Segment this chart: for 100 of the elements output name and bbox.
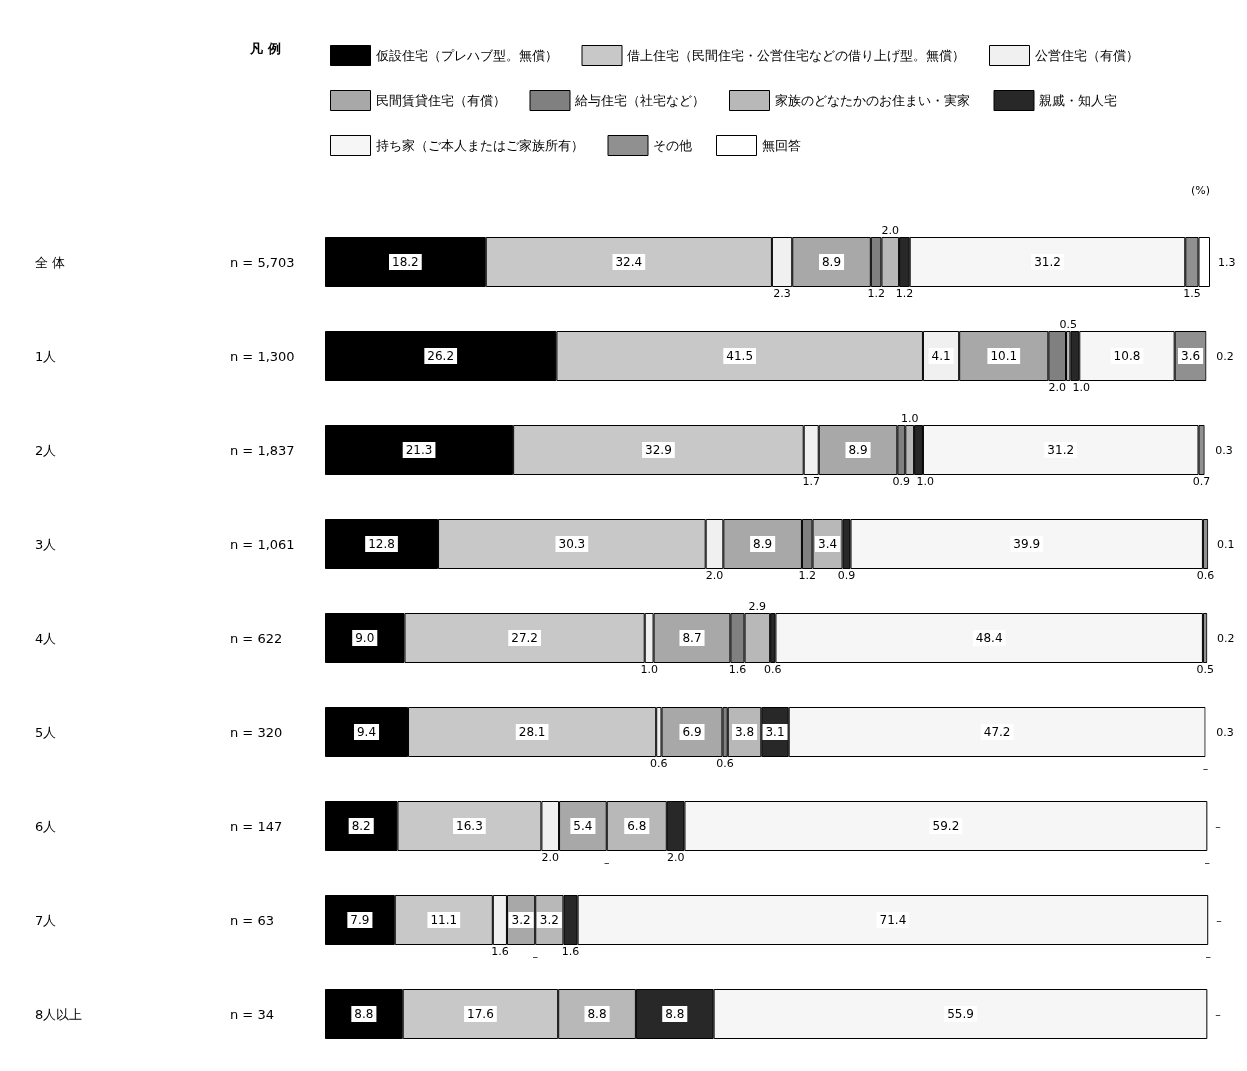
data-label: 1.5: [1183, 287, 1201, 300]
data-label: 1.6: [491, 945, 509, 958]
data-label: 18.2: [392, 255, 419, 269]
y2-tick-label: n = 147: [230, 818, 283, 834]
y-tick-label: 7人: [35, 912, 57, 928]
data-label: 1.0: [900, 412, 919, 425]
y2-tick-label: n = 63: [230, 912, 274, 928]
y2-tick-label: n = 34: [230, 1006, 274, 1022]
legend-label: その他: [653, 138, 692, 153]
y-tick-label: 2人: [35, 442, 57, 458]
y-tick-label: 4人: [35, 630, 57, 646]
y2-tick-label: n = 622: [230, 630, 283, 646]
data-label: 17.6: [467, 1007, 494, 1021]
y2-tick-label: n = 320: [230, 724, 283, 740]
y2-tick-label: n = 5,703: [230, 254, 295, 270]
data-label: 8.7: [682, 631, 702, 645]
data-label: 1.3: [1218, 255, 1236, 269]
data-label: 8.9: [821, 255, 842, 269]
data-label: 41.5: [726, 349, 754, 363]
data-label: 26.2: [427, 349, 455, 363]
data-label: 0.3: [1216, 725, 1234, 739]
data-label: 47.2: [983, 725, 1011, 739]
data-label: 55.9: [947, 1007, 974, 1021]
data-label: 0.5: [1196, 663, 1214, 676]
data-label: 3.2: [539, 913, 559, 927]
data-label: –: [1215, 819, 1221, 833]
data-label: 1.0: [916, 475, 935, 488]
data-label: 3.4: [818, 537, 838, 551]
data-label: 0.9: [837, 569, 856, 582]
data-label: 30.3: [558, 537, 586, 551]
data-label: 1.2: [867, 287, 885, 300]
legend-label: 公営住宅（有償）: [1034, 48, 1139, 63]
y-tick-label: 5人: [35, 724, 57, 740]
y2-tick-label: n = 1,061: [230, 536, 295, 552]
data-label: 31.2: [1047, 443, 1075, 457]
data-label: 27.2: [511, 631, 538, 645]
data-label: 0.1: [1217, 537, 1235, 551]
data-label: 2.0: [1048, 381, 1066, 394]
data-label: 1.2: [798, 569, 816, 582]
data-label: 0.9: [892, 475, 911, 488]
data-label: 59.2: [932, 819, 960, 833]
data-label: 10.8: [1113, 349, 1141, 363]
annotation: –: [532, 949, 538, 963]
data-label: 31.2: [1034, 255, 1061, 269]
data-label: 0.5: [1059, 318, 1077, 331]
data-label: 8.2: [351, 819, 371, 833]
y-tick-label: 全 体: [35, 254, 66, 270]
data-label: 48.4: [975, 631, 1003, 645]
y2-tick-label: n = 1,300: [230, 348, 295, 364]
legend-label: 無回答: [761, 138, 801, 153]
legend-label: 民間賃貸住宅（有償）: [375, 93, 506, 108]
data-label: 71.4: [879, 913, 907, 927]
data-label: 1.6: [728, 663, 747, 676]
annotation: –: [604, 855, 610, 869]
legend-label: 家族のどなたかのお住まい・実家: [774, 93, 970, 108]
data-label: 2.0: [705, 569, 724, 582]
data-label: 10.1: [990, 349, 1018, 363]
data-label: 2.0: [881, 224, 900, 237]
data-label: 6.8: [627, 819, 647, 833]
data-label: 12.8: [368, 537, 395, 551]
data-label: 7.9: [350, 913, 370, 927]
data-label: 16.3: [456, 819, 483, 833]
data-label: –: [1216, 913, 1222, 927]
data-label: 2.0: [666, 851, 685, 864]
legend-label: 仮設住宅（プレハブ型。無償）: [374, 48, 558, 63]
data-label: 5.4: [573, 819, 593, 833]
data-label: 9.0: [355, 631, 375, 645]
data-label: 32.4: [615, 255, 643, 269]
data-label: 2.3: [773, 287, 791, 300]
y-tick-label: 6人: [35, 818, 57, 834]
data-label: 0.6: [764, 663, 782, 676]
data-label: 11.1: [430, 913, 458, 927]
annotation: –: [1205, 949, 1211, 963]
data-label: 0.6: [650, 757, 668, 770]
y2-tick-label: n = 1,837: [230, 442, 295, 458]
data-label: 0.6: [1196, 569, 1215, 582]
data-label: 8.8: [587, 1007, 607, 1021]
annotation: –: [1204, 855, 1211, 869]
legend-label: 持ち家（ご本人またはご家族所有）: [375, 138, 584, 153]
legend-label: 給与住宅（社宅など）: [574, 93, 705, 108]
data-label: 28.1: [518, 725, 546, 739]
data-label: 39.9: [1013, 537, 1041, 551]
data-label: 1.6: [561, 945, 580, 958]
data-label: 8.9: [753, 537, 773, 551]
data-label: 8.8: [665, 1007, 685, 1021]
data-label: 0.6: [716, 757, 734, 770]
data-label: 32.9: [645, 443, 672, 457]
y-tick-label: 8人以上: [35, 1006, 83, 1022]
annotation: –: [1202, 761, 1209, 775]
data-label: 3.1: [765, 725, 785, 739]
data-label: 3.6: [1181, 349, 1201, 363]
data-label: 0.2: [1216, 349, 1234, 363]
data-label: 1.0: [640, 663, 658, 676]
data-label: 0.3: [1215, 443, 1233, 457]
data-label: 0.7: [1192, 475, 1211, 488]
data-label: 4.1: [931, 349, 951, 363]
text: (%): [1190, 184, 1211, 197]
data-label: 1.0: [1072, 381, 1090, 394]
data-label: 8.9: [848, 443, 868, 457]
data-label: 8.8: [354, 1007, 374, 1021]
